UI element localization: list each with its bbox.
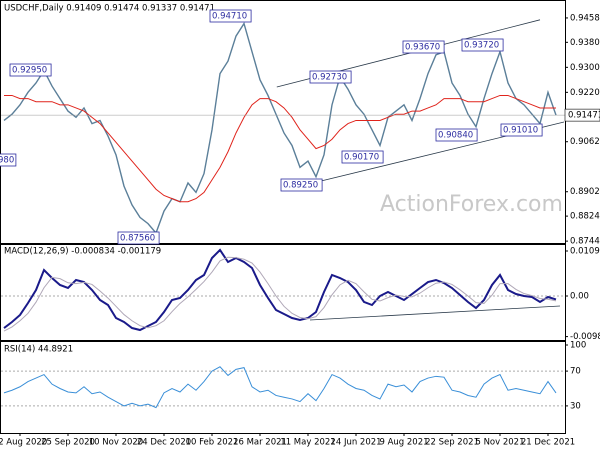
annotation-box: [435, 128, 478, 142]
series-line: [3, 248, 557, 332]
x-tick-label: 10 Nov 2020: [89, 438, 143, 448]
rsi-panel: [0, 341, 566, 434]
last-price-box: [564, 108, 600, 122]
annotation-box: [341, 150, 384, 164]
x-tick-label: 24 Dec 2020: [137, 438, 191, 448]
annotation-box: [0, 153, 17, 167]
annotation: 0.89250: [283, 181, 318, 191]
annotation: 0.91010: [503, 126, 538, 136]
x-tick-label: 22 Sep 2021: [425, 438, 479, 448]
macd-panel: [0, 244, 566, 341]
x-tick-label: 9 Aug 2021: [379, 438, 428, 448]
annotation-box: [280, 178, 323, 192]
x-tick-label: 11 May 2021: [280, 438, 335, 448]
x-tick-label: 24 Jun 2021: [330, 438, 381, 448]
x-tick-label: 12 Aug 2020: [0, 438, 47, 448]
annotation-box: [209, 9, 252, 23]
annotation-box: [461, 38, 504, 52]
x-tick-label: 5 Nov 2021: [475, 438, 524, 448]
series-line: [3, 256, 557, 332]
annotation-box: [500, 123, 543, 137]
x-tick-label: 10 Feb 2021: [186, 438, 239, 448]
watermark: ActionForex.com: [380, 192, 563, 217]
series-line: [3, 21, 557, 235]
macd-title: MACD(12,26,9) -0.000834 -0.001179: [4, 247, 161, 257]
annotation: 0.90170: [344, 153, 379, 163]
rsi-title: RSI(14) 44.8921: [4, 345, 73, 355]
y-tick-label: 0.010906: [570, 246, 600, 256]
series-line: [4, 94, 556, 203]
x-tick-label: 25 Sep 2020: [41, 438, 95, 448]
y-tick-label: 30: [570, 401, 581, 411]
price-panel: [0, 0, 566, 244]
annotation: 0.93670: [405, 43, 440, 53]
annotation: 0.92950: [12, 66, 47, 76]
annotation-box: [402, 40, 445, 54]
series-line: [3, 366, 557, 409]
annotation: 980: [0, 156, 14, 166]
annotation: 0.94710: [212, 12, 247, 22]
y-tick-label: 70: [570, 367, 581, 377]
trendline: [309, 305, 561, 321]
x-tick-label: 21 Dec 2021: [521, 438, 575, 448]
annotation: 0.93720: [464, 41, 499, 51]
x-tick-label: 26 Mar 2021: [233, 438, 287, 448]
annotation-box: [117, 231, 160, 245]
annotation: 0.90840: [438, 131, 473, 141]
annotation-box: [9, 63, 52, 77]
y-tick-label: 100: [570, 341, 586, 351]
annotation: 0.92730: [312, 73, 347, 83]
annotation: 0.87560: [120, 234, 155, 244]
y-tick-label: 0.00: [570, 292, 589, 302]
annotation-box: [309, 70, 352, 84]
y-tick-label: -0.009837: [570, 332, 600, 342]
last-price-label: 0.91471: [568, 111, 600, 121]
chart-title: USDCHF,Daily 0.91409 0.91474 0.91337 0.9…: [4, 4, 215, 14]
